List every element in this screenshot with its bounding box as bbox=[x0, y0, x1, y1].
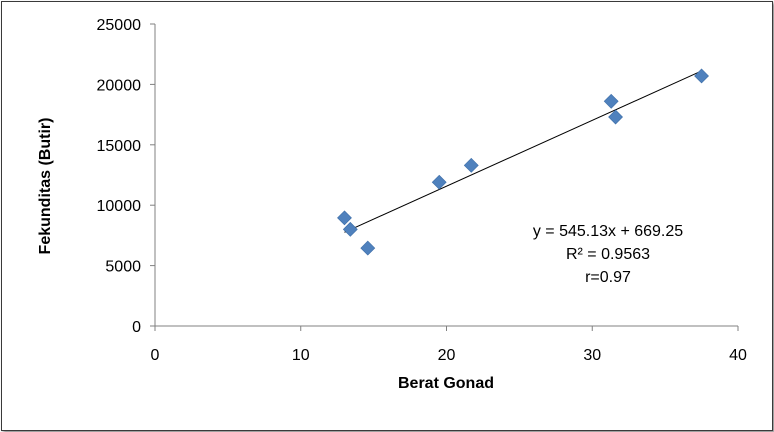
data-point bbox=[337, 210, 352, 226]
x-axis-title: Berat Gonad bbox=[398, 375, 494, 392]
y-tick-label: 15000 bbox=[97, 138, 142, 155]
y-tick-label: 25000 bbox=[97, 17, 142, 34]
x-ticks: 0 10 20 30 40 bbox=[151, 326, 747, 364]
y-tick-label: 20000 bbox=[97, 77, 142, 94]
x-tick-label: 20 bbox=[438, 347, 456, 364]
x-tick-label: 0 bbox=[151, 347, 160, 364]
trendline bbox=[344, 70, 702, 233]
x-tick-label: 40 bbox=[729, 347, 747, 364]
x-tick-label: 30 bbox=[583, 347, 601, 364]
y-axis-title: Fekunditas (Butir) bbox=[37, 118, 54, 255]
r-squared-label: R² = 0.9563 bbox=[566, 246, 650, 263]
x-tick-label: 10 bbox=[292, 347, 310, 364]
y-ticks: 0 5000 10000 15000 20000 25000 bbox=[97, 17, 155, 336]
data-point bbox=[608, 109, 623, 125]
y-tick-label: 10000 bbox=[97, 198, 142, 215]
data-point bbox=[603, 93, 619, 109]
axes bbox=[154, 24, 738, 327]
y-tick-label: 5000 bbox=[105, 259, 141, 276]
data-point bbox=[342, 221, 358, 237]
y-tick-label: 0 bbox=[132, 319, 141, 336]
data-point bbox=[463, 157, 479, 173]
data-point bbox=[431, 174, 447, 190]
data-points bbox=[337, 68, 709, 256]
equation-label: y = 545.13x + 669.25 bbox=[533, 223, 683, 240]
data-point bbox=[694, 68, 709, 84]
data-point bbox=[360, 240, 376, 256]
correlation-label: r=0.97 bbox=[585, 269, 631, 286]
